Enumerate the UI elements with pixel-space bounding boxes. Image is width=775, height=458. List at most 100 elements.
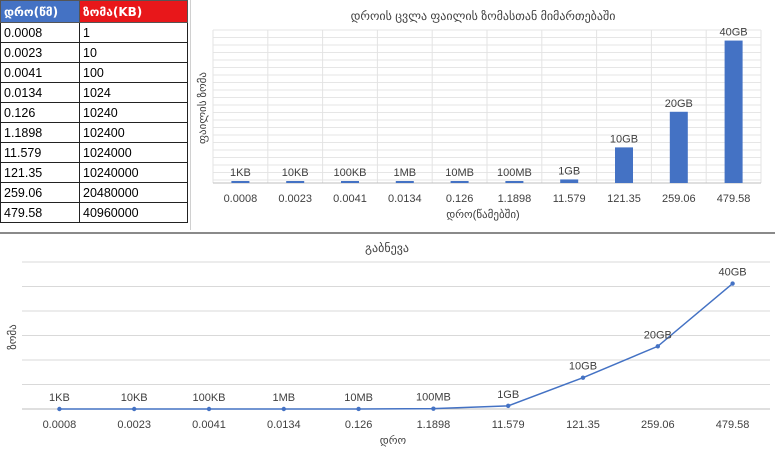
chart-title: დროის ცვლა ფაილის ზომასთან მიმართებაში [351,9,616,23]
tick-label: 0.0041 [333,193,367,205]
size-cell[interactable]: 20480000 [79,182,188,203]
tick-label: 479.58 [717,193,751,205]
table-row: 479.58 40960000 [0,202,188,223]
data-label: 100KB [333,167,366,179]
table-body: 0.0008 1 0.0023 10 0.0041 100 0.0134 1024 0.126 1… [0,22,188,223]
series-line [59,282,734,410]
time-cell[interactable]: 0.0134 [0,82,80,103]
tick-label: 0.0008 [43,419,77,431]
tick-label: 0.126 [345,419,373,431]
bar-chart: დროის ცვლა ფაილის ზომასთან მიმართებაში დრ… [196,9,762,221]
bar [450,181,469,183]
data-point [132,406,137,412]
time-cell[interactable]: 0.126 [0,102,80,123]
table-row: 0.0008 1 [0,22,188,43]
table-row: 11.579 1024000 [0,142,188,163]
data-label: 10GB [569,361,597,373]
data-label: 20GB [644,329,672,341]
x-axis-label: დრო [380,434,407,447]
bar [669,111,688,183]
data-label: 1KB [49,392,70,404]
bar [341,181,359,183]
tick-label: 0.0134 [388,193,422,205]
time-cell[interactable]: 121.35 [0,162,80,183]
size-cell[interactable]: 1024000 [79,142,188,163]
table-row: 0.0134 1024 [0,82,188,103]
data-label: 1MB [393,167,416,179]
bar [560,179,579,183]
data-label: 1MB [272,392,295,404]
time-cell[interactable]: 0.0041 [0,62,80,83]
bar [615,147,633,183]
size-cell[interactable]: 40960000 [79,202,188,223]
data-label: 100MB [416,392,451,404]
table-row: 1.1898 102400 [0,122,188,143]
time-column-header[interactable]: დრო(წმ) [0,0,80,23]
time-cell[interactable]: 0.0023 [0,42,80,63]
tick-label: 479.58 [716,419,750,431]
data-point [356,406,361,412]
tick-label: 0.0008 [224,193,258,205]
chart-title: გაბნევა [365,241,409,255]
data-label: 1KB [230,167,251,179]
time-cell[interactable]: 1.1898 [0,122,80,143]
table-row: 0.0023 10 [0,42,188,63]
tick-label: 0.126 [446,193,474,205]
x-axis-label: დრო(წამებში) [446,208,519,221]
tick-label: 259.06 [662,193,696,205]
data-table: დრო(წმ) ზომა(KB) 0.0008 1 0.0023 10 0.0041 10… [0,0,188,223]
table-row: 0.126 10240 [0,102,188,123]
data-label: 10KB [282,167,309,179]
tick-label: 11.579 [492,419,525,431]
bar [395,181,414,183]
table-header-row: დრო(წმ) ზომა(KB) [0,0,188,23]
data-point [506,403,511,409]
size-cell[interactable]: 10240 [79,102,188,123]
time-cell[interactable]: 11.579 [0,142,80,163]
data-label: 10MB [445,167,474,179]
tick-label: 11.579 [553,193,586,205]
bar [231,181,250,183]
data-label: 10MB [344,392,373,404]
bar [505,181,524,183]
data-point [431,406,436,411]
tick-label: 0.0134 [267,419,301,431]
tick-label: 121.35 [607,193,641,205]
size-cell[interactable]: 1 [79,22,188,43]
data-point [281,406,286,412]
time-cell[interactable]: 259.06 [0,182,80,203]
data-label: 100KB [192,392,225,404]
y-axis-label: ფაილის ზომა [196,72,209,144]
bar [286,181,305,183]
size-cell[interactable]: 100 [79,62,188,83]
size-cell[interactable]: 10240000 [79,162,188,183]
tick-label: 1.1898 [417,419,451,431]
line-chart-panel[interactable]: გაბნევა დრო ზომა 1KB 0.0008 10KB 0.0023 100KB 0.… [0,232,775,458]
tick-label: 1.1898 [498,193,532,205]
tick-label: 0.0023 [278,193,312,205]
data-point [206,406,212,412]
time-cell[interactable]: 0.0008 [0,22,80,43]
size-cell[interactable]: 10 [79,42,188,63]
tick-label: 0.0041 [192,419,226,431]
table-row: 259.06 20480000 [0,182,188,203]
bar-chart-panel[interactable]: დროის ცვლა ფაილის ზომასთან მიმართებაში დრ… [190,0,775,230]
tick-label: 0.0023 [117,419,151,431]
data-label: 1GB [497,389,519,401]
data-point [580,375,586,380]
size-cell[interactable]: 1024 [79,82,188,103]
tick-label: 121.35 [566,419,600,431]
time-cell[interactable]: 479.58 [0,202,80,223]
size-cell[interactable]: 102400 [79,122,188,143]
data-label: 20GB [665,98,693,110]
data-label: 100MB [497,167,532,179]
data-point [655,344,660,349]
data-label: 10KB [121,392,148,404]
bar [724,40,743,183]
line-chart: გაბნევა დრო ზომა 1KB 0.0008 10KB 0.0023 100KB 0.… [6,241,770,447]
y-axis-label: ზომა [6,324,19,350]
data-label: 40GB [720,27,748,39]
data-label: 40GB [719,267,747,279]
data-point [730,281,735,286]
size-column-header[interactable]: ზომა(KB) [79,0,188,23]
